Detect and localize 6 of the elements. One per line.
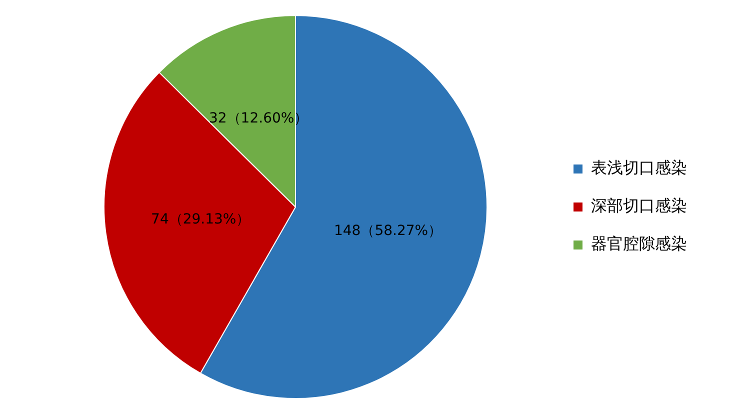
data-label: 148（58.27%） (334, 223, 442, 240)
legend-label: 深部切口感染 (591, 196, 687, 216)
legend-label: 器官腔隙感染 (591, 234, 687, 254)
data-label: 32（12.60%） (208, 110, 308, 126)
data-label: 74（29.13%） (151, 212, 250, 228)
legend-label: 表浅切口感染 (591, 158, 687, 178)
